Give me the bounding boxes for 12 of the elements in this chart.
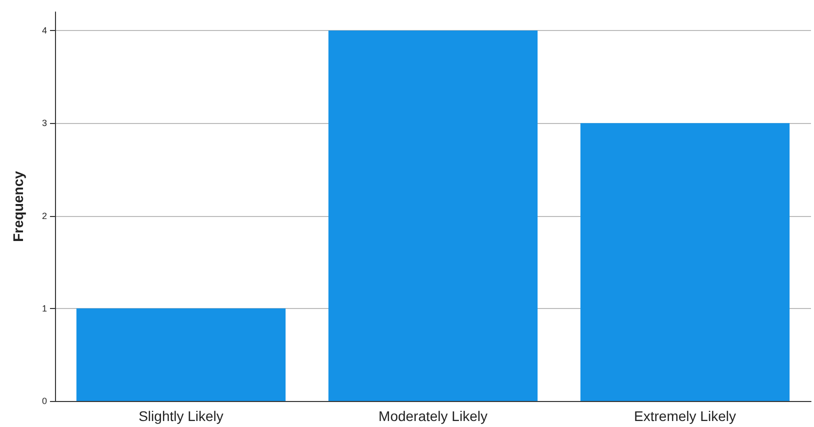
x-tick-label: Extremely Likely — [634, 408, 736, 424]
y-tick-label: 2 — [42, 210, 47, 221]
y-axis-title: Frequency — [10, 170, 26, 242]
x-tick-label: Moderately Likely — [378, 408, 488, 424]
bar — [328, 30, 538, 401]
y-tick-label: 0 — [42, 396, 47, 406]
bar — [580, 123, 790, 401]
bar — [76, 308, 286, 401]
x-tick-label: Slightly Likely — [138, 408, 224, 424]
y-tick-label: 1 — [42, 303, 47, 314]
y-tick-label: 3 — [42, 118, 47, 128]
y-tick-label: 4 — [42, 26, 47, 36]
